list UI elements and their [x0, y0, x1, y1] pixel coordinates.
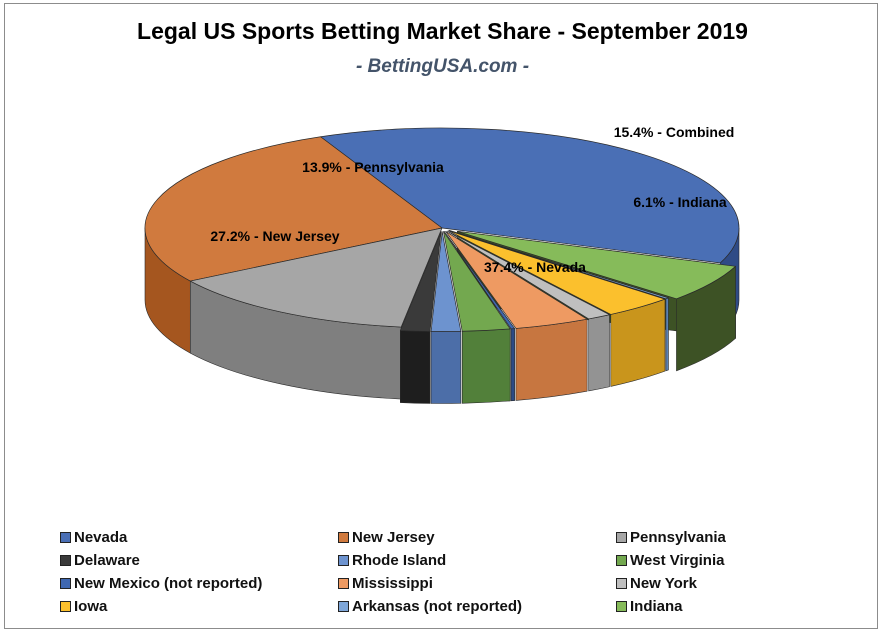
- slice-delaware: [399, 231, 442, 332]
- legend-item-indiana: Indiana: [616, 597, 856, 615]
- legend-swatch: [338, 600, 349, 612]
- legend-item-arkansas-not-reported: Arkansas (not reported): [338, 597, 616, 615]
- legend-swatch: [60, 577, 71, 589]
- legend-item-west-virginia: West Virginia: [616, 551, 856, 569]
- chart-title: Legal US Sports Betting Market Share - S…: [137, 18, 748, 44]
- data-label-indiana: 6.1% - Indiana: [633, 194, 727, 210]
- slice-nevada: [320, 127, 740, 264]
- legend-label: West Virginia: [630, 551, 725, 569]
- slice-arkansas-not-reported: [448, 230, 669, 300]
- legend-swatch: [338, 577, 349, 589]
- legend-label: Arkansas (not reported): [352, 597, 523, 615]
- slice-rim-west-virginia: [461, 328, 511, 404]
- slice-pennsylvania: [189, 227, 443, 328]
- slice-rim-delaware: [400, 330, 431, 404]
- legend-label: Mississippi: [352, 574, 433, 592]
- legend-item-new-mexico-not-reported: New Mexico (not reported): [60, 574, 338, 592]
- legend-label: New Jersey: [352, 528, 435, 546]
- slice-rim-rhode-island: [430, 330, 462, 404]
- legend-swatch: [60, 600, 71, 612]
- legend-swatch: [60, 531, 71, 543]
- legend-item-mississippi: Mississippi: [338, 574, 616, 592]
- legend-swatch: [60, 554, 71, 566]
- legend: Nevada New Jersey Pennsylvania Delaware Rhod…: [60, 528, 860, 615]
- legend-label: Delaware: [74, 551, 140, 569]
- slice-rim-mississippi: [515, 318, 588, 401]
- legend-item-pennsylvania: Pennsylvania: [616, 528, 856, 546]
- legend-swatch: [616, 600, 627, 612]
- slice-mississippi: [445, 230, 588, 329]
- legend-label: New Mexico (not reported): [74, 574, 263, 592]
- legend-swatch: [616, 554, 627, 566]
- slice-new-york: [446, 230, 610, 320]
- slice-west-virginia: [443, 231, 511, 332]
- legend-label: Indiana: [630, 597, 683, 615]
- slice-new-mexico-not-reported: [443, 231, 515, 330]
- legend-item-new-jersey: New Jersey: [338, 528, 616, 546]
- legend-label: Iowa: [74, 597, 108, 615]
- legend-item-rhode-island: Rhode Island: [338, 551, 616, 569]
- annotation-combined: 15.4% - Combined: [614, 124, 735, 140]
- slice-rhode-island: [430, 231, 462, 332]
- legend-item-delaware: Delaware: [60, 551, 338, 569]
- slice-new-jersey: [144, 136, 443, 282]
- chart-subtitle: - BettingUSA.com -: [355, 56, 530, 77]
- legend-label: New York: [630, 574, 697, 592]
- legend-label: Pennsylvania: [630, 528, 726, 546]
- legend-swatch: [616, 531, 627, 543]
- legend-label: Nevada: [74, 528, 128, 546]
- data-label-pennsylvania: 13.9% - Pennsylvania: [302, 159, 444, 175]
- legend-item-new-york: New York: [616, 574, 856, 592]
- legend-item-nevada: Nevada: [60, 528, 338, 546]
- legend-swatch: [338, 531, 349, 543]
- legend-label: Rhode Island: [352, 551, 447, 569]
- data-label-nevada: 37.4% - Nevada: [484, 259, 586, 275]
- slice-indiana: [457, 230, 736, 300]
- slice-rim-new-mexico-not-reported: [510, 328, 515, 402]
- slice-rim-arkansas-not-reported: [665, 297, 669, 372]
- data-label-new-jersey: 27.2% - New Jersey: [210, 228, 339, 244]
- legend-item-iowa: Iowa: [60, 597, 338, 615]
- slice-rim-new-york: [588, 314, 610, 392]
- slice-iowa: [448, 230, 666, 315]
- legend-swatch: [616, 577, 627, 589]
- legend-swatch: [338, 554, 349, 566]
